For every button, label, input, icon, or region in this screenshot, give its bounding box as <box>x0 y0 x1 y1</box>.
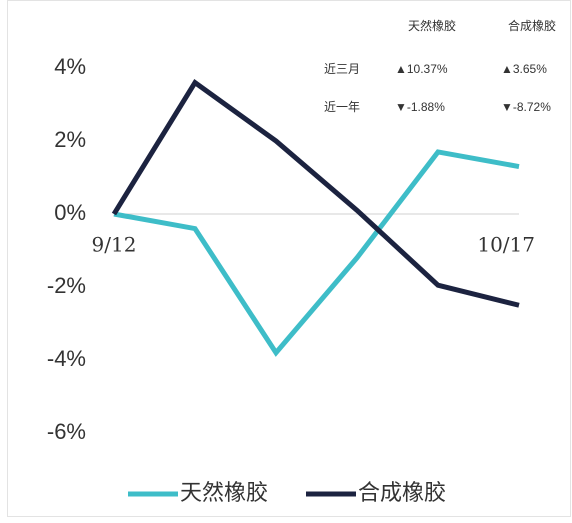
y-tick-label: -6% <box>47 419 86 444</box>
series-line <box>111 79 520 308</box>
x-tick-label: 9/12 <box>92 233 137 257</box>
table-row-label: 近一年 <box>324 100 360 114</box>
y-tick-label: 0% <box>54 200 86 225</box>
table-row-label: 近三月 <box>324 62 360 76</box>
table-cell: ▲10.37% <box>395 62 448 76</box>
y-tick-label: -4% <box>47 346 86 371</box>
series-line <box>113 149 520 357</box>
y-tick-label: 4% <box>54 54 86 79</box>
legend-label: 天然橡胶 <box>180 480 268 505</box>
table-header: 天然橡胶 <box>408 18 456 33</box>
y-tick-label: 2% <box>54 127 86 152</box>
table-cell: ▼-1.88% <box>395 100 445 114</box>
table-cell: ▲3.65% <box>501 62 547 76</box>
frame <box>7 0 571 517</box>
x-tick-label: 10/17 <box>477 233 535 257</box>
table-cell: ▼-8.72% <box>501 100 551 114</box>
table-header: 合成橡胶 <box>508 18 556 33</box>
legend-label: 合成橡胶 <box>358 480 446 505</box>
y-tick-label: -2% <box>47 273 86 298</box>
